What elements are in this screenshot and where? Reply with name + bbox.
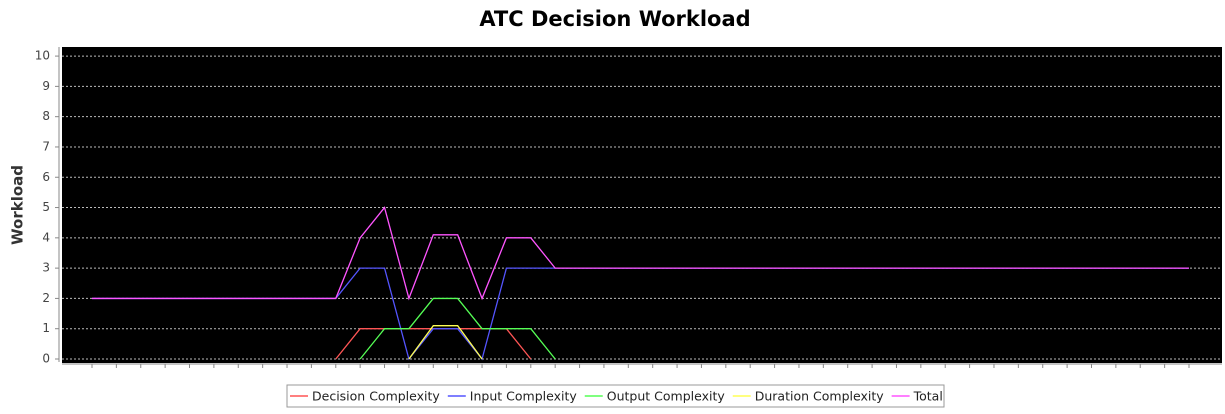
- legend-label: Decision Complexity: [312, 389, 440, 404]
- y-tick-label: 7: [42, 139, 50, 153]
- series-line: [92, 206, 1189, 301]
- legend-label: Input Complexity: [470, 389, 578, 404]
- chart-title: ATC Decision Workload: [479, 7, 750, 31]
- legend-label: Duration Complexity: [755, 389, 884, 404]
- y-tick-label: 10: [35, 49, 50, 63]
- y-tick-label: 6: [42, 170, 50, 184]
- legend-label: Output Complexity: [607, 389, 726, 404]
- y-tick-label: 9: [42, 79, 50, 93]
- series-line: [359, 297, 556, 360]
- y-tick-label: 0: [42, 352, 50, 366]
- y-tick-label: 8: [42, 109, 50, 123]
- y-axis-label: Workload: [9, 165, 27, 245]
- y-tick-label: 2: [42, 291, 50, 305]
- y-tick-label: 5: [42, 200, 50, 214]
- series-line: [408, 325, 483, 360]
- legend-label: Total: [913, 389, 943, 404]
- legend: [286, 384, 945, 408]
- y-tick-label: 3: [42, 261, 50, 275]
- y-tick-label: 4: [42, 230, 50, 244]
- plot-area: [62, 47, 1222, 363]
- y-tick-label: 1: [42, 321, 50, 335]
